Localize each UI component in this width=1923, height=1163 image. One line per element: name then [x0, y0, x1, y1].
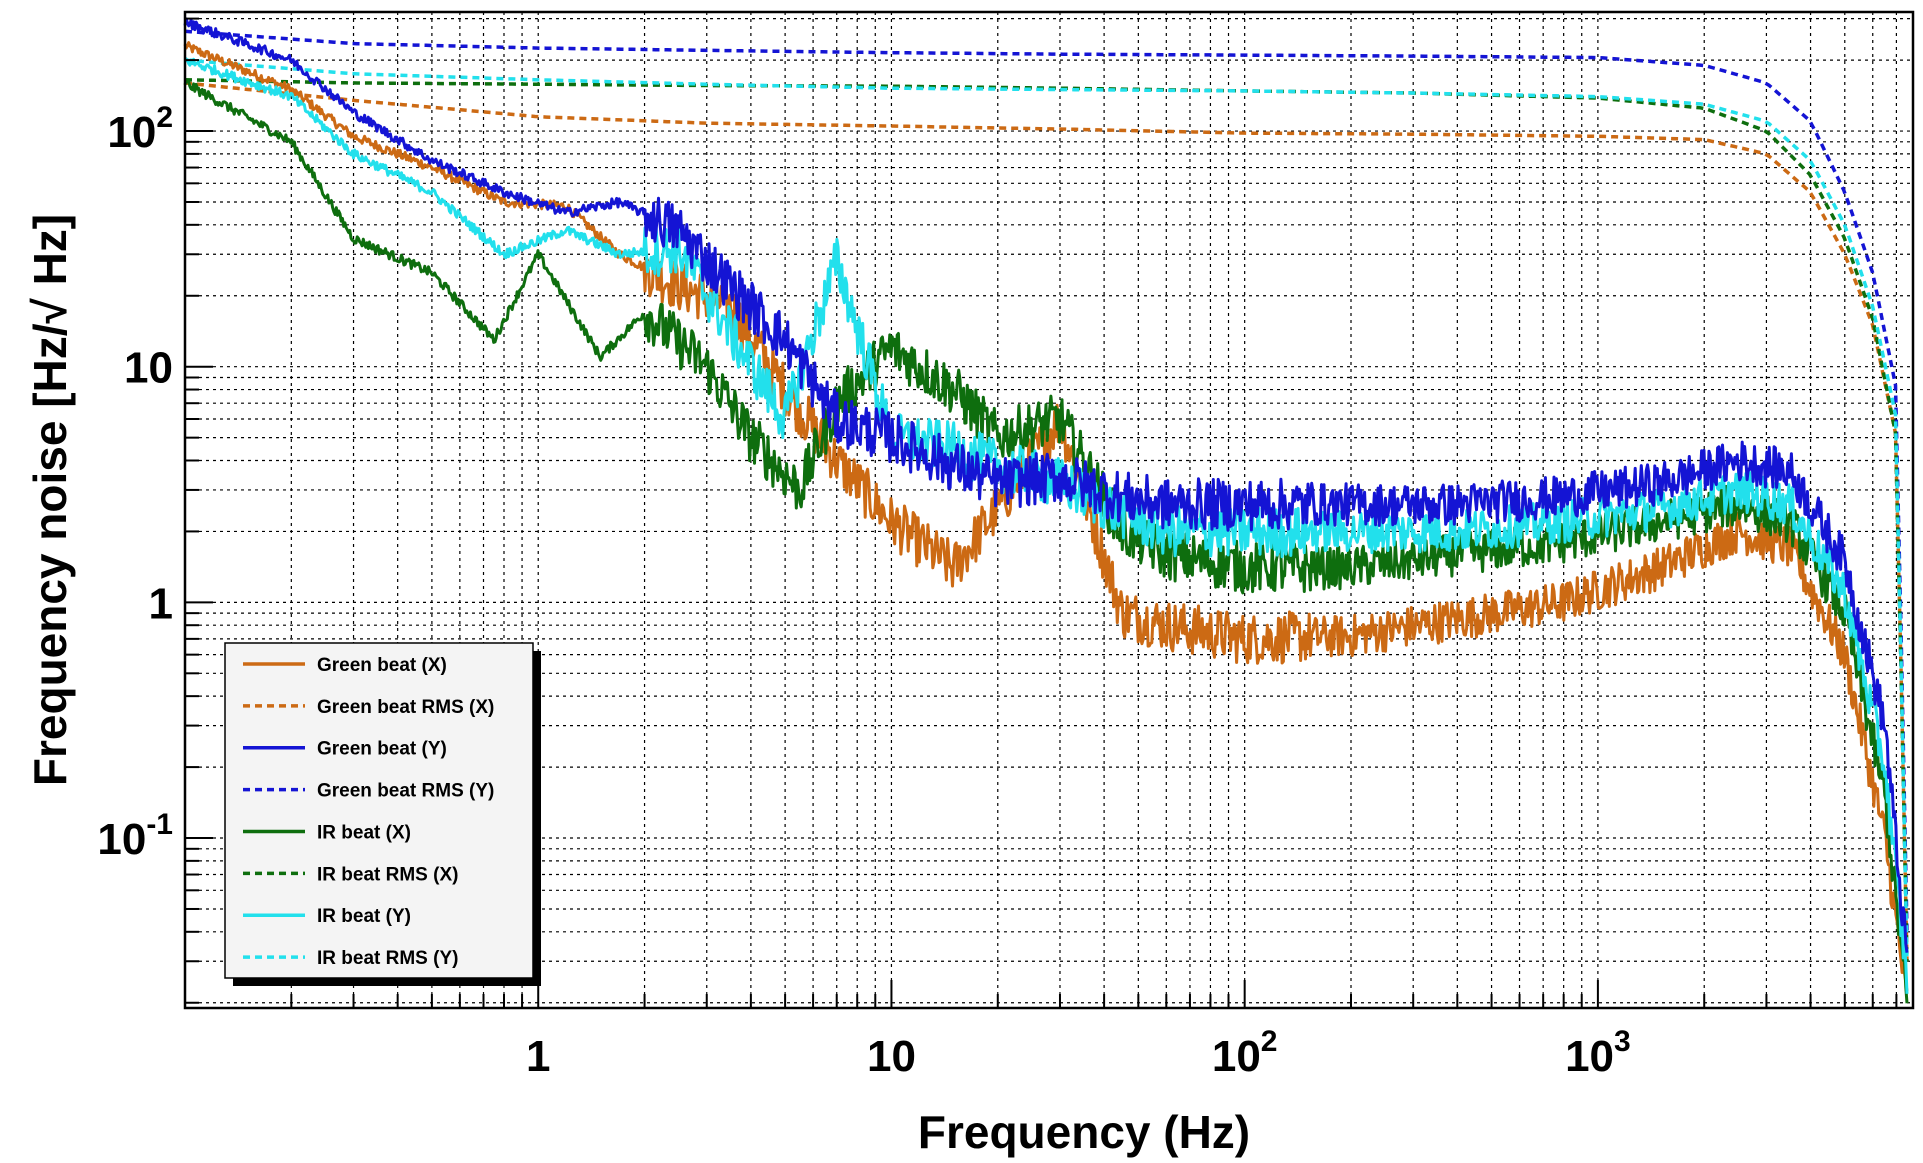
series-line [184, 81, 1909, 962]
legend-label: Green beat (X) [317, 655, 447, 676]
legend-box [224, 642, 534, 979]
y-tick-label: 1 [149, 579, 173, 628]
y-axis-label: Frequency noise [Hz/√ Hz] [24, 214, 76, 786]
x-tick-label: 103 [1565, 1025, 1631, 1081]
legend-label: IR beat (Y) [317, 906, 411, 927]
legend: Green beat (X) Green beat RMS (X) Green be… [224, 642, 541, 986]
y-tick-label: 10 [124, 344, 173, 393]
y-tick-label: 102 [107, 101, 173, 157]
x-axis-label: Frequency (Hz) [918, 1106, 1250, 1158]
legend-label: IR beat (X) [317, 822, 411, 843]
y-tick-label: 10-1 [97, 808, 173, 864]
plot-frame [183, 10, 1915, 1010]
legend-label: Green beat (Y) [317, 739, 447, 760]
axis-ticks [184, 17, 1898, 1008]
legend-label: Green beat RMS (X) [317, 697, 494, 718]
plot-series [183, 17, 1909, 1004]
legend-label: IR beat RMS (Y) [317, 948, 458, 969]
x-tick-label: 102 [1212, 1025, 1278, 1081]
legend-entries: Green beat (X) Green beat RMS (X) Green be… [243, 655, 494, 969]
x-tick-label: 10 [867, 1032, 916, 1081]
series-line [183, 17, 1909, 953]
legend-label: IR beat RMS (X) [317, 864, 458, 885]
series-line [183, 79, 1909, 1004]
x-tick-label: 1 [526, 1032, 550, 1081]
tick-labels: 1 10 102 103 10-1 1 10 102 [97, 101, 1630, 1081]
legend-label: Green beat RMS (Y) [317, 781, 494, 802]
